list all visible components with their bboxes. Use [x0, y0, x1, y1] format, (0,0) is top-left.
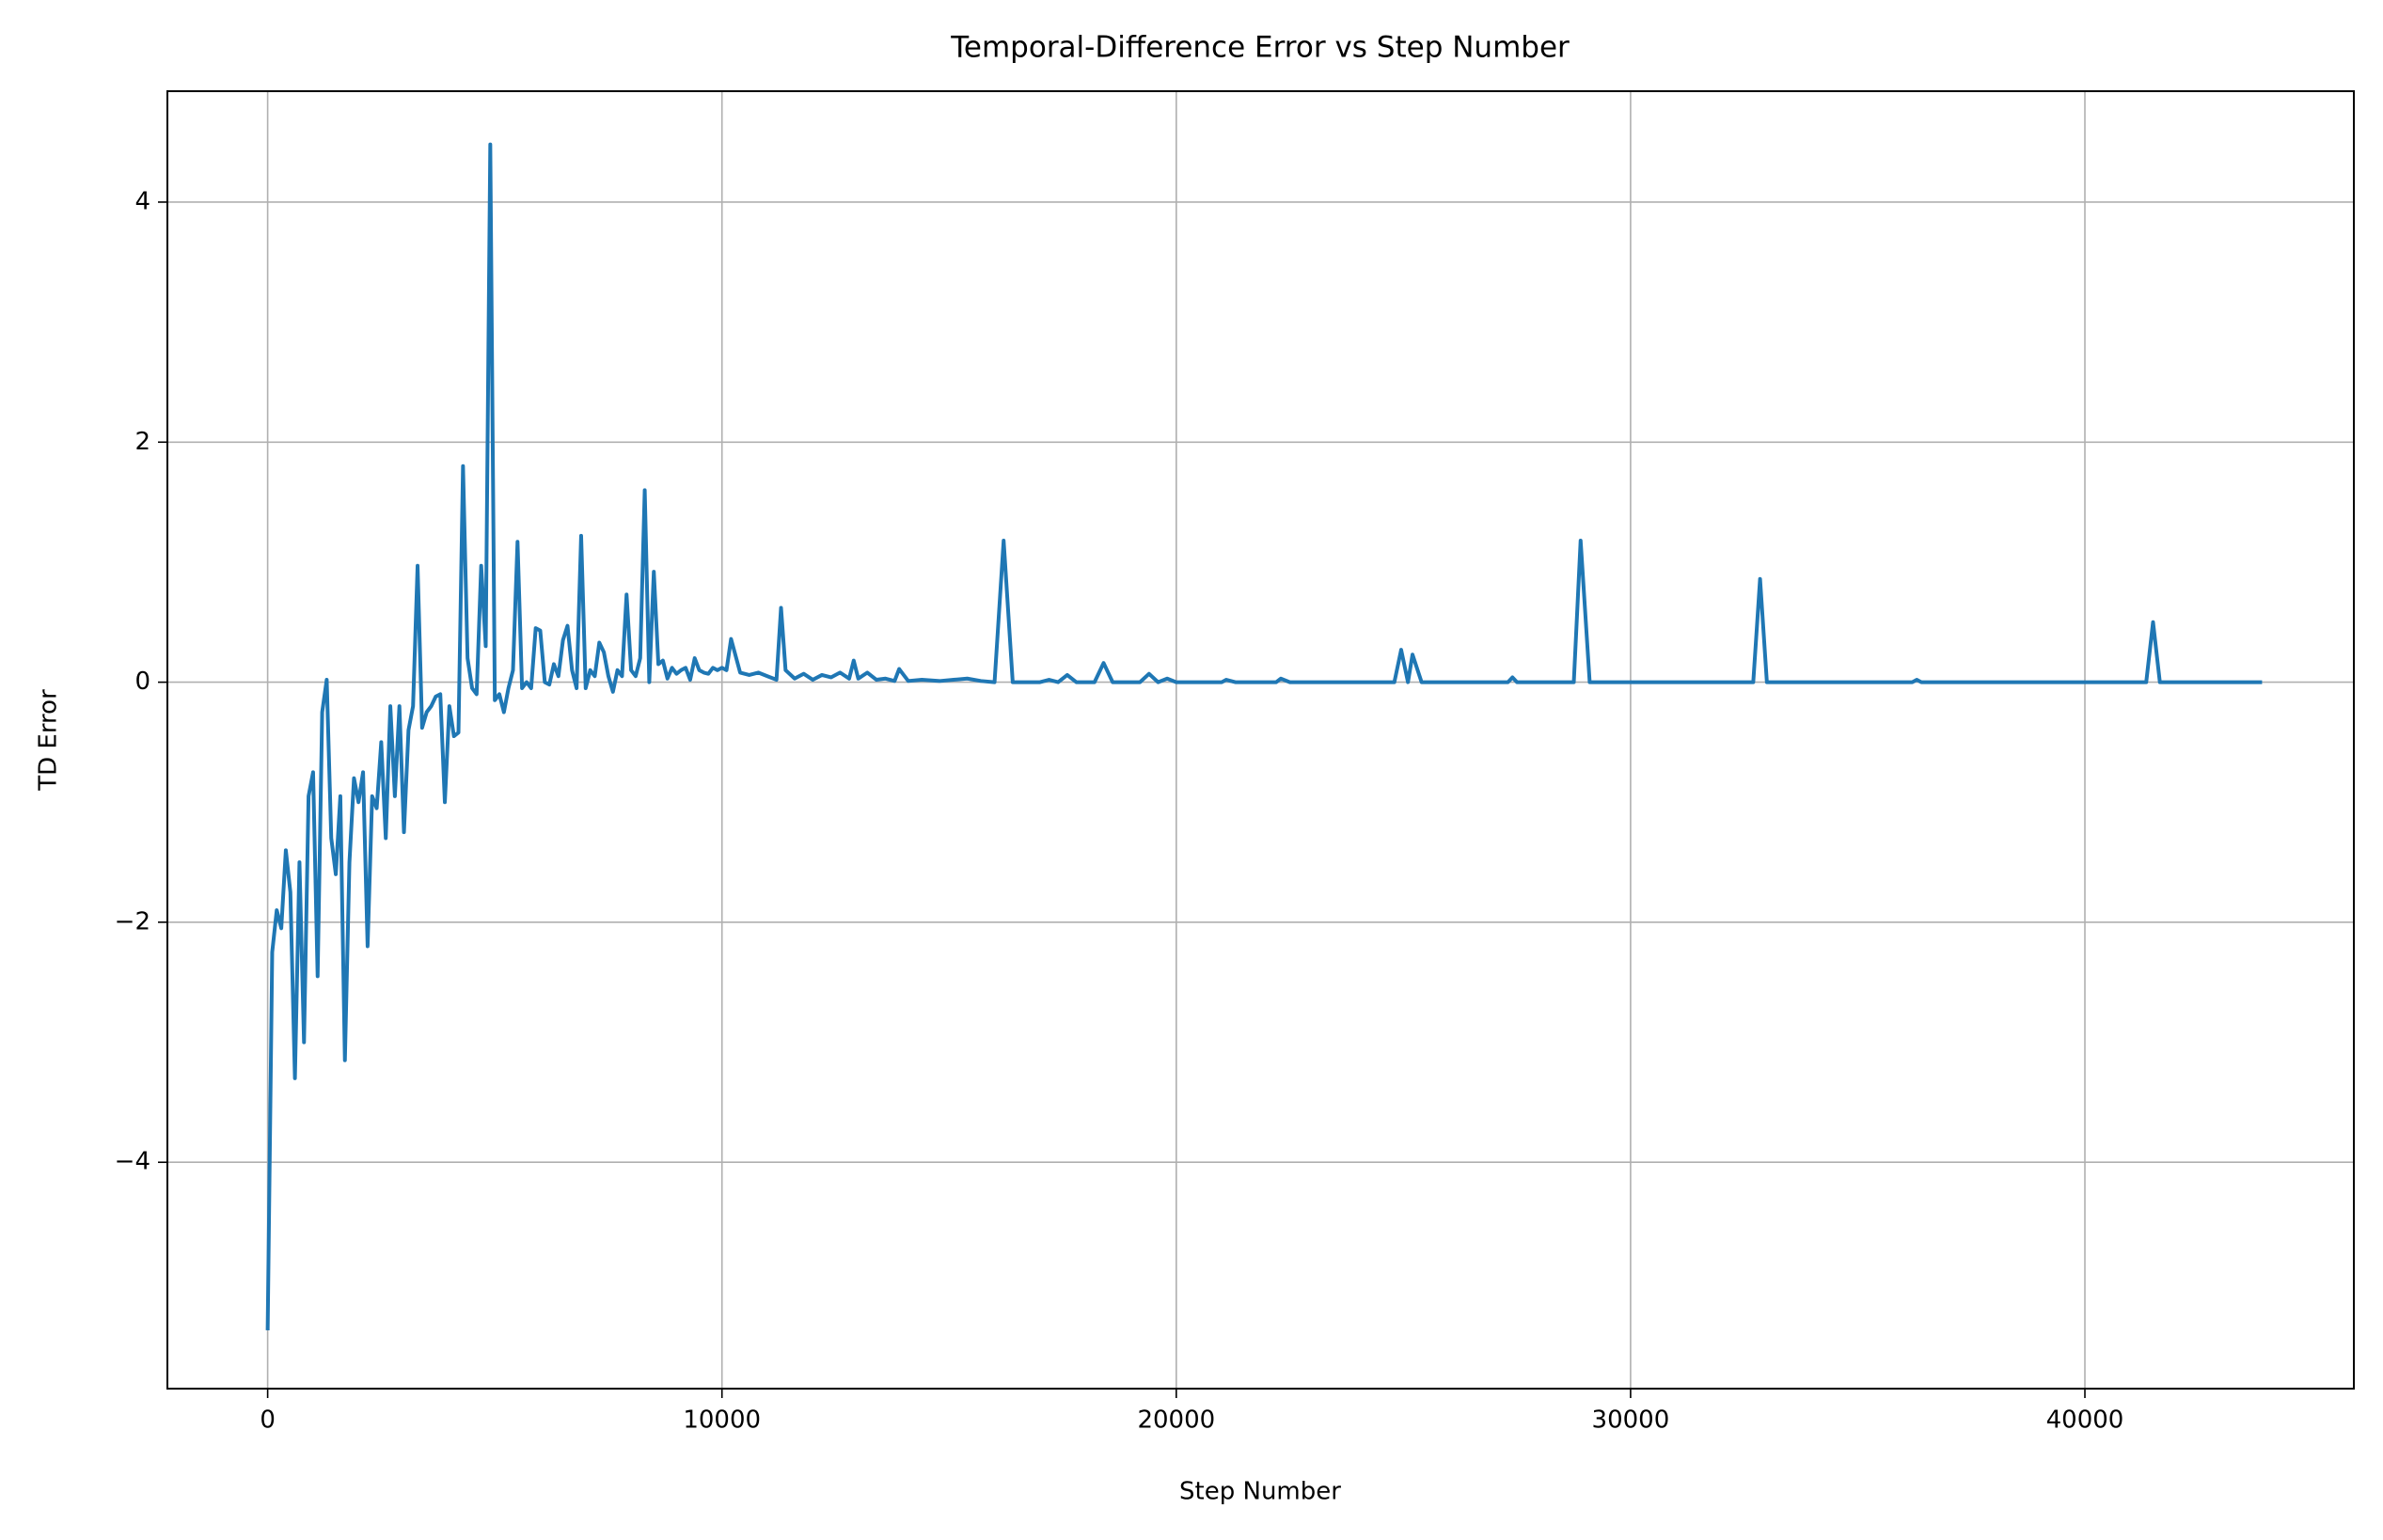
x-tick-label: 40000: [2046, 1406, 2124, 1435]
y-tick-label: −2: [115, 907, 150, 935]
x-tick-label: 30000: [1592, 1406, 1670, 1435]
y-tick-label: 0: [134, 668, 150, 696]
y-tick-label: −4: [115, 1148, 150, 1176]
x-tick-label: 10000: [683, 1406, 761, 1435]
x-axis-label: Step Number: [1179, 1478, 1341, 1506]
y-axis-label: TD Error: [35, 689, 63, 792]
y-tick-label: 2: [134, 428, 150, 456]
x-tick-label: 20000: [1137, 1406, 1215, 1435]
y-tick-label: 4: [134, 187, 150, 215]
plot-frame: [166, 90, 2355, 1390]
data-line: [265, 142, 2263, 1330]
chart-title: Temporal-Difference Error vs Step Number: [950, 31, 1570, 65]
x-tick-label: 0: [260, 1406, 276, 1435]
